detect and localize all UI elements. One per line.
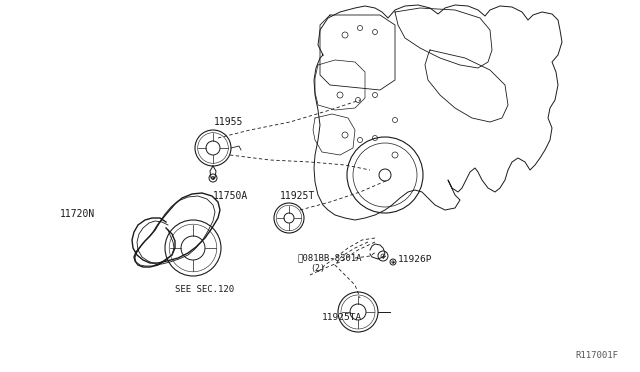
Text: 11955: 11955 bbox=[214, 117, 243, 127]
Text: 11926P: 11926P bbox=[398, 256, 433, 264]
Text: 11720N: 11720N bbox=[60, 209, 95, 219]
Text: Ⓑ081BB-8301A: Ⓑ081BB-8301A bbox=[298, 253, 362, 263]
Text: 11925T: 11925T bbox=[280, 191, 316, 201]
Text: SEE SEC.120: SEE SEC.120 bbox=[175, 285, 234, 294]
Text: 11925TA: 11925TA bbox=[322, 314, 362, 323]
Text: R117001F: R117001F bbox=[575, 352, 618, 360]
Text: (2): (2) bbox=[310, 263, 325, 273]
Text: 11750A: 11750A bbox=[213, 191, 248, 201]
